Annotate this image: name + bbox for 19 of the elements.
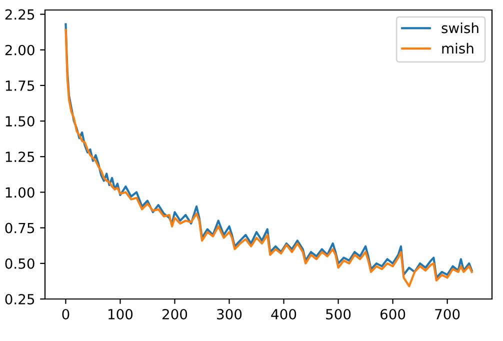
x-tick-label: 600 — [380, 308, 406, 320]
legend-label: mish — [442, 42, 474, 54]
y-tick-label: 0.50 — [5, 258, 34, 269]
x-tick-label: 100 — [108, 308, 133, 320]
y-tick-label: 1.25 — [6, 152, 34, 162]
y-tick-label: 1.75 — [6, 80, 34, 91]
y-tick-label: 0.75 — [5, 222, 34, 234]
y-tick-label: 1.50 — [6, 116, 34, 127]
x-tick-label: 0 — [62, 308, 70, 320]
y-tick-label: 2.25 — [5, 9, 34, 20]
y-tick-label: 1.00 — [6, 187, 34, 198]
legend-label: swish — [442, 22, 478, 34]
x-tick-label: 300 — [217, 308, 242, 320]
x-tick-label: 400 — [271, 308, 296, 320]
x-tick-label: 700 — [435, 308, 460, 320]
x-tick-label: 200 — [162, 308, 188, 320]
x-tick-label: 500 — [326, 308, 351, 320]
y-tick-label: 2.00 — [5, 44, 34, 56]
y-tick-label: 0.25 — [5, 294, 34, 304]
